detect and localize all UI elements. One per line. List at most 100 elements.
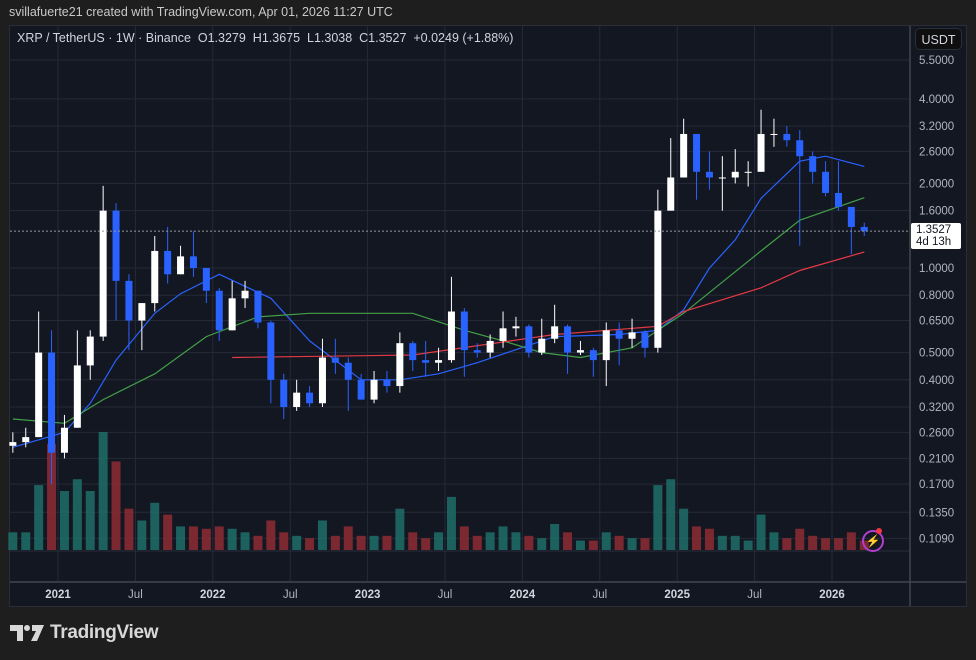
volume-bar bbox=[137, 520, 147, 550]
price-tick-label: 0.1090 bbox=[919, 533, 954, 545]
candle-body bbox=[241, 290, 249, 299]
volume-bar bbox=[808, 535, 818, 550]
price-tick-label: 0.1350 bbox=[919, 507, 954, 519]
candle-body bbox=[357, 379, 365, 400]
volume-bar bbox=[704, 528, 714, 550]
volume-bar bbox=[524, 535, 534, 550]
volume-bar bbox=[163, 514, 173, 550]
volume-bar bbox=[717, 535, 727, 550]
time-tick-label: Jul bbox=[283, 589, 298, 601]
symbol-legend: XRP / TetherUS · 1W · Binance O1.3279 H1… bbox=[17, 31, 513, 45]
volume-bar bbox=[253, 535, 263, 550]
candle-body bbox=[731, 171, 739, 178]
price-tick-label: 0.6500 bbox=[919, 316, 954, 328]
candle-body bbox=[215, 290, 223, 331]
volume-bar bbox=[176, 526, 186, 550]
price-tick-label: 0.5000 bbox=[919, 348, 954, 360]
candle-body bbox=[99, 210, 107, 337]
volume-bar bbox=[369, 535, 379, 550]
candle-body bbox=[267, 322, 275, 380]
notification-dot bbox=[876, 528, 882, 534]
volume-bar bbox=[846, 532, 856, 550]
time-tick-label: 2024 bbox=[510, 589, 536, 601]
volume-bar bbox=[356, 535, 366, 550]
volume-bar bbox=[446, 496, 456, 550]
volume-bar bbox=[214, 526, 224, 550]
price-tick-label: 4.0000 bbox=[919, 94, 954, 106]
candle-body bbox=[847, 206, 855, 227]
volume-bar bbox=[188, 526, 198, 550]
volume-bar bbox=[679, 508, 689, 550]
chart-panel[interactable] bbox=[9, 25, 967, 607]
volume-bar bbox=[614, 535, 624, 550]
candle-body bbox=[654, 210, 662, 348]
volume-bar bbox=[498, 526, 508, 550]
time-tick-label: Jul bbox=[592, 589, 607, 601]
volume-bar bbox=[227, 528, 237, 550]
tradingview-logo: TradingView bbox=[10, 622, 159, 644]
volume-bar bbox=[537, 538, 547, 550]
low-value: L1.3038 bbox=[307, 31, 353, 45]
candle-body bbox=[564, 326, 572, 353]
volume-bar bbox=[21, 532, 31, 550]
time-tick-label: 2025 bbox=[664, 589, 690, 601]
symbol-label[interactable]: XRP / TetherUS · 1W · Binance bbox=[17, 31, 191, 45]
candle-body bbox=[409, 343, 417, 361]
credit-line: svillafuerte21 created with TradingView.… bbox=[9, 5, 393, 19]
volume-bar bbox=[434, 532, 444, 550]
candle-body bbox=[164, 250, 172, 275]
price-tick-label: 0.4000 bbox=[919, 375, 954, 387]
candle-body bbox=[35, 352, 43, 438]
moving-average-green bbox=[12, 197, 865, 424]
candle-body bbox=[809, 156, 817, 172]
candle-body bbox=[641, 332, 649, 348]
time-tick-label: Jul bbox=[128, 589, 143, 601]
candle-body bbox=[344, 362, 352, 380]
candle-body bbox=[112, 210, 120, 281]
price-tick-label: 3.2000 bbox=[919, 121, 954, 133]
candle-body bbox=[667, 177, 675, 211]
volume-bar bbox=[769, 532, 779, 550]
volume-bar bbox=[8, 532, 18, 550]
candle-body bbox=[86, 336, 94, 366]
candle-body bbox=[628, 332, 636, 339]
volume-bar bbox=[550, 524, 560, 550]
high-value: H1.3675 bbox=[252, 31, 301, 45]
volume-bar bbox=[563, 532, 573, 550]
candle-body bbox=[744, 171, 752, 173]
candle-body bbox=[718, 177, 726, 179]
candle-body bbox=[125, 280, 133, 321]
candle-body bbox=[447, 311, 455, 361]
volume-bar bbox=[601, 532, 611, 550]
close-value: C1.3527 bbox=[359, 31, 407, 45]
last-price-label: 1.3527 4d 13h bbox=[911, 223, 961, 249]
volume-bar bbox=[627, 538, 637, 550]
volume-bar bbox=[421, 538, 431, 550]
candle-body bbox=[306, 392, 314, 404]
price-tick-label: 0.2600 bbox=[919, 427, 954, 439]
price-tick-label: 2.0000 bbox=[919, 178, 954, 190]
candle-body bbox=[318, 357, 326, 404]
candle-body bbox=[293, 392, 301, 408]
volume-bar bbox=[730, 535, 740, 550]
candle-body bbox=[473, 350, 481, 353]
time-tick-label: 2022 bbox=[200, 589, 226, 601]
volume-bar bbox=[795, 528, 805, 550]
candle-body bbox=[834, 192, 842, 207]
volume-bar bbox=[485, 532, 495, 550]
candle-body bbox=[396, 343, 404, 387]
moving-average-blue bbox=[12, 155, 865, 448]
volume-bar bbox=[821, 538, 831, 550]
candle-body bbox=[280, 379, 288, 408]
candle-body bbox=[22, 437, 30, 443]
volume-bar bbox=[588, 540, 598, 550]
lightning-icon[interactable]: ⚡ bbox=[862, 530, 884, 552]
volume-bar bbox=[279, 532, 289, 550]
volume-bar bbox=[111, 461, 121, 550]
volume-bar bbox=[330, 535, 340, 550]
price-tick-label: 2.6000 bbox=[919, 146, 954, 158]
currency-button[interactable]: USDT bbox=[915, 28, 962, 50]
volume-bar bbox=[47, 443, 57, 550]
volume-bar bbox=[382, 535, 392, 550]
